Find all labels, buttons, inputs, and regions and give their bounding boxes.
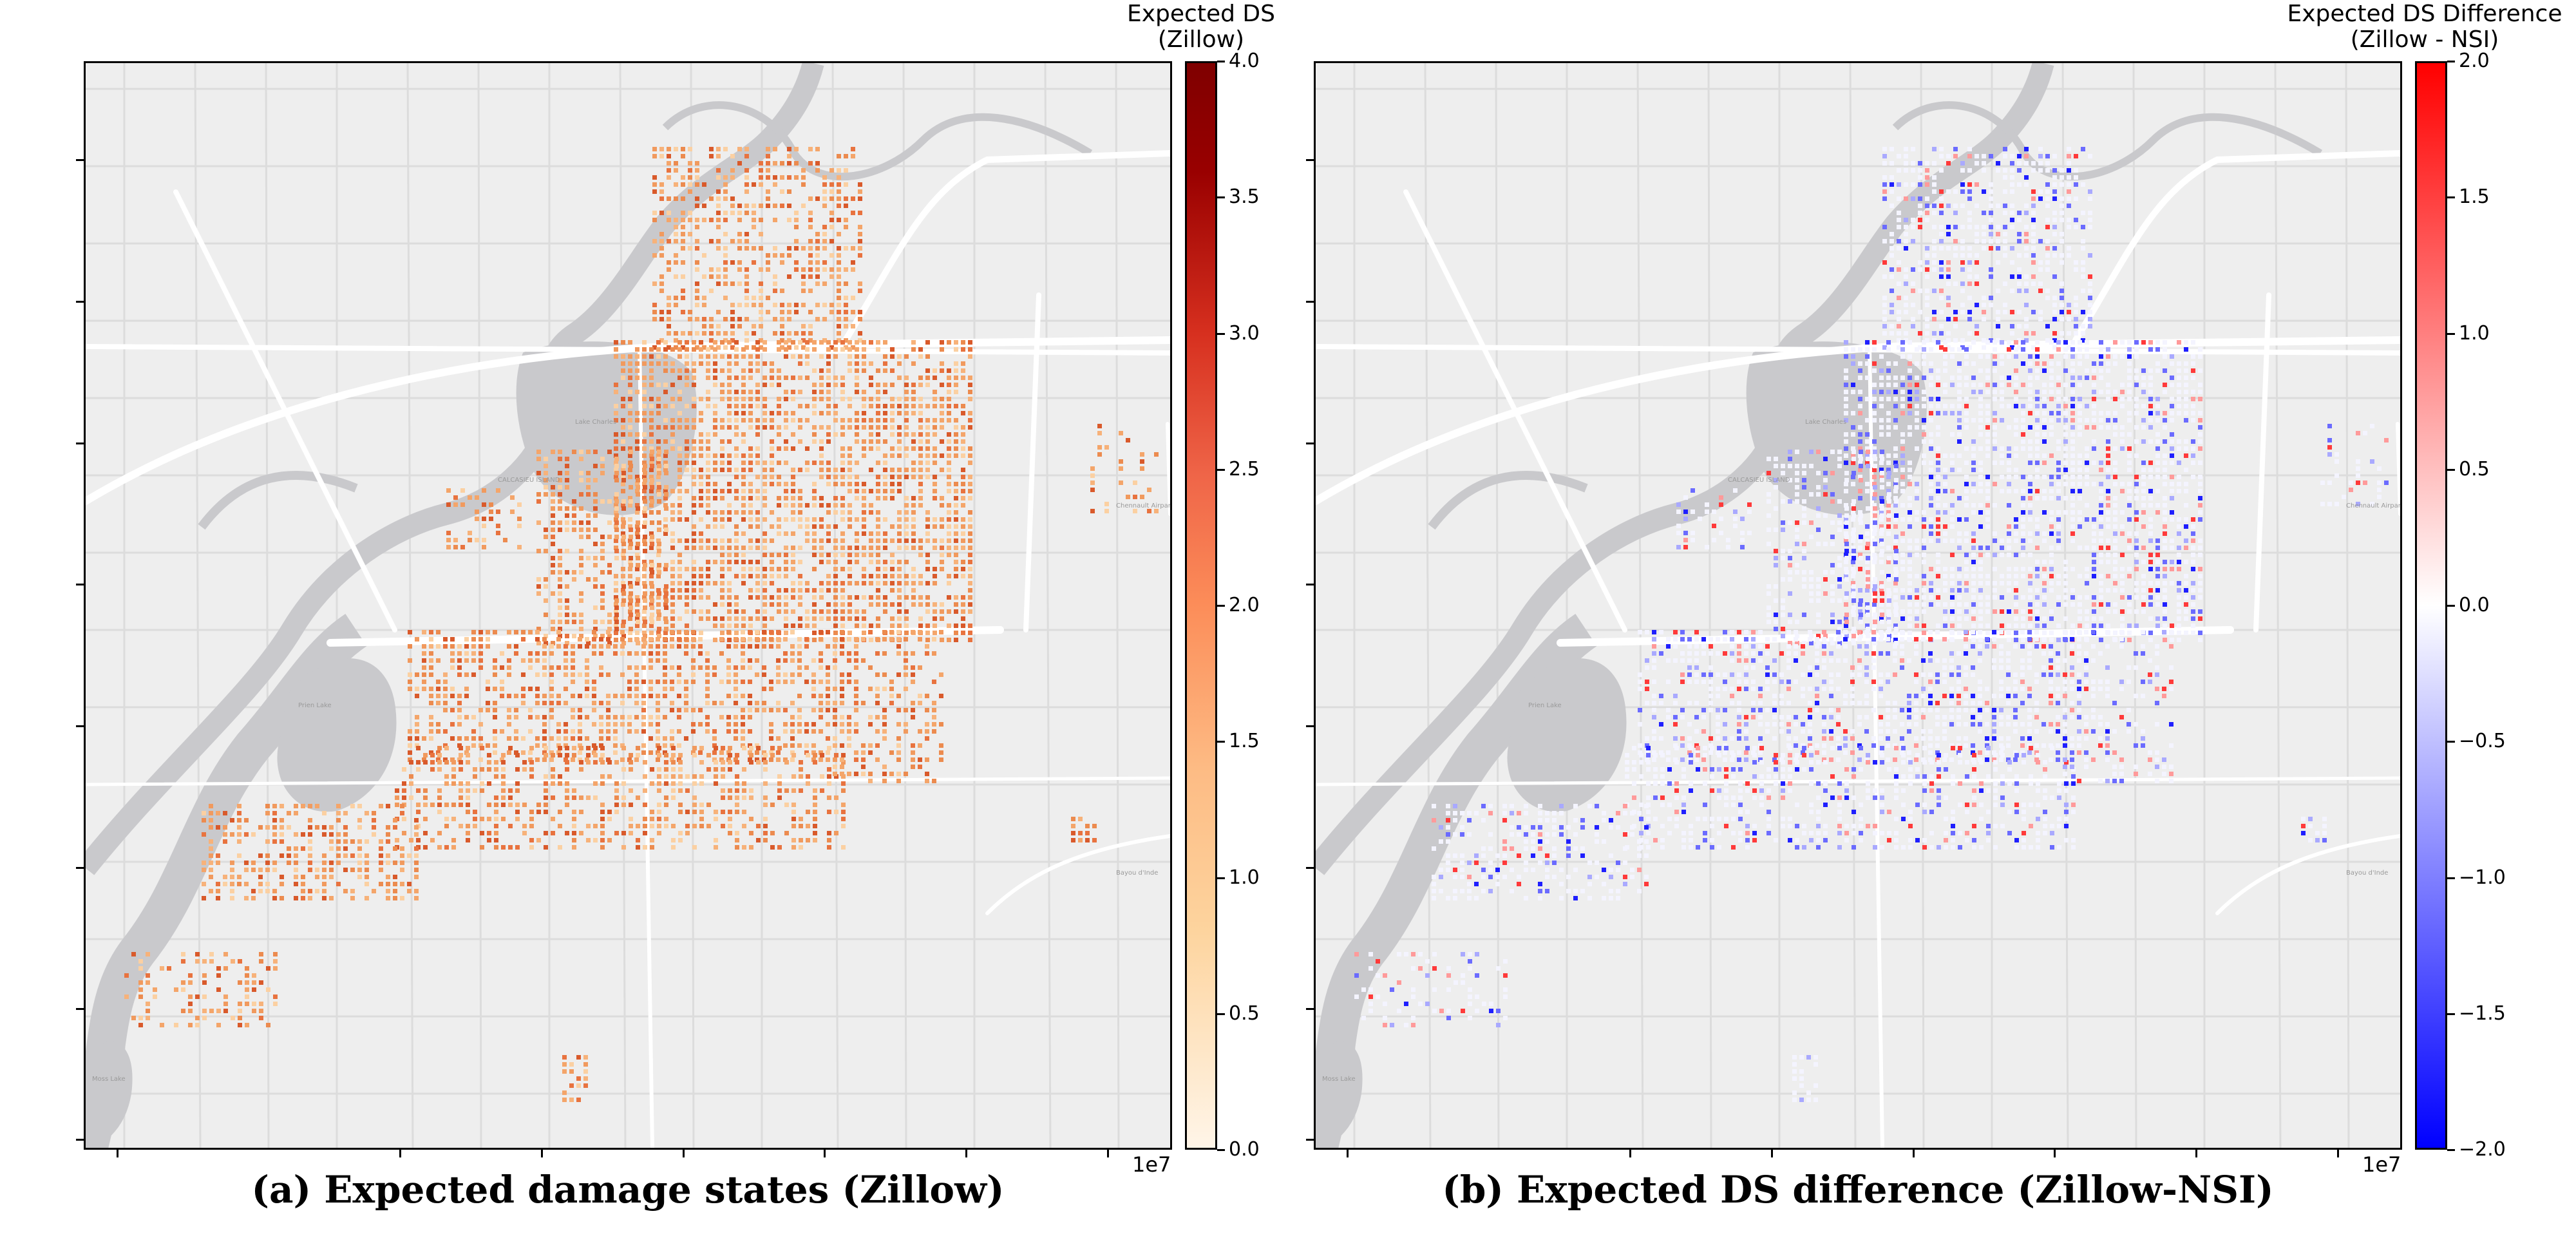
y-axis-tick	[76, 1008, 84, 1011]
colorbar-tick-mark	[1217, 1149, 1225, 1151]
colorbar-tick-label: 1.5	[2459, 186, 2490, 209]
map-panel-a[interactable]: Lake Charles CALCASIEU ISLAND Prien Lake Ch…	[84, 61, 1172, 1150]
colorbar-tick-label: 2.5	[1229, 457, 1260, 481]
colorbar-tick-label: −0.5	[2459, 730, 2506, 753]
y-axis-tick	[76, 442, 84, 444]
y-axis-tick	[1306, 300, 1314, 303]
map-place-label: Moss Lake	[1322, 1076, 1356, 1083]
axis-offset-a: 1e7	[1132, 1152, 1171, 1177]
map-place-label: CALCASIEU ISLAND	[498, 477, 560, 484]
x-axis-tick	[1346, 1150, 1349, 1157]
basemap-a: Lake Charles CALCASIEU ISLAND Prien Lake Ch…	[86, 63, 1170, 1148]
colorbar-a-title: Expected DS (Zillow)	[1095, 1, 1307, 53]
colorbar-tick-mark	[2447, 468, 2455, 471]
colorbar-tick-mark	[2447, 196, 2455, 199]
y-axis-tick	[1306, 159, 1314, 162]
x-axis-tick	[1629, 1150, 1632, 1157]
x-axis-tick	[399, 1150, 402, 1157]
map-place-label: Chennault Airpark	[2346, 502, 2400, 509]
colorbar-tick-mark	[1217, 605, 1225, 607]
map-place-label: Prien Lake	[1528, 702, 1562, 709]
colorbar-tick-label: 1.0	[1229, 866, 1260, 889]
major-roads	[1316, 150, 2400, 1148]
y-axis-tick	[1306, 442, 1314, 444]
caption-b: (b) Expected DS difference (Zillow-NSI)	[1442, 1168, 2274, 1212]
colorbar-tick-label: 3.0	[1229, 321, 1260, 345]
x-axis-tick	[2054, 1150, 2056, 1157]
colorbar-b-title-line1: Expected DS Difference	[2287, 1, 2562, 27]
colorbar-tick-mark	[2447, 877, 2455, 879]
x-axis-tick	[1106, 1150, 1109, 1157]
y-axis-tick	[1306, 1008, 1314, 1011]
map-place-label: Lake Charles	[1805, 419, 1846, 426]
colorbar-tick-label: 0.0	[1229, 1138, 1260, 1161]
colorbar-tick-mark	[2447, 1013, 2455, 1015]
x-axis-tick	[540, 1150, 543, 1157]
colorbar-tick-label: 1.0	[2459, 321, 2490, 345]
colorbar-tick-label: 0.5	[1229, 1002, 1260, 1025]
colorbar-tick-label: −1.5	[2459, 1002, 2506, 1025]
colorbar-a-title-line2: (Zillow)	[1157, 26, 1245, 53]
y-axis-tick	[76, 866, 84, 869]
colorbar-tick-mark	[1217, 61, 1225, 62]
x-axis-tick	[682, 1150, 685, 1157]
colorbar-tick-mark	[2447, 61, 2455, 62]
colorbar-tick-label: 4.0	[1229, 50, 1260, 72]
y-axis-tick	[1306, 725, 1314, 727]
y-axis-tick	[76, 159, 84, 162]
map-panel-b[interactable]: Lake Charles CALCASIEU ISLAND Prien Lake Ch…	[1314, 61, 2402, 1150]
map-place-label: Bayou d'Inde	[2346, 870, 2388, 877]
colorbar-tick-label: 0.5	[2459, 457, 2490, 481]
map-place-label: Prien Lake	[298, 702, 332, 709]
colorbar-tick-label: 1.5	[1229, 730, 1260, 753]
colorbar-tick-label: 0.0	[2459, 594, 2490, 616]
damage-state-parcels	[124, 147, 1159, 1102]
colorbar-tick-label: −1.0	[2459, 866, 2506, 889]
colorbar-b	[2415, 61, 2447, 1150]
y-axis-tick	[1306, 1139, 1314, 1141]
y-axis-tick	[76, 725, 84, 727]
map-place-label: CALCASIEU ISLAND	[1728, 477, 1790, 484]
colorbar-b-title: Expected DS Difference (Zillow - NSI)	[2280, 1, 2570, 53]
colorbar-a-title-line1: Expected DS	[1127, 1, 1275, 27]
map-place-label: Chennault Airpark	[1116, 502, 1170, 509]
colorbar-tick-mark	[2447, 332, 2455, 335]
x-axis-tick	[965, 1150, 967, 1157]
colorbar-tick-mark	[1217, 468, 1225, 471]
y-axis-tick	[1306, 866, 1314, 869]
colorbar-tick-label: 3.5	[1229, 186, 1260, 209]
map-place-label: Moss Lake	[92, 1076, 126, 1083]
map-place-labels: Lake Charles CALCASIEU ISLAND Prien Lake Ch…	[1322, 419, 2400, 1083]
colorbar-tick-mark	[1217, 741, 1225, 743]
colorbar-tick-mark	[2447, 741, 2455, 743]
x-axis-tick	[116, 1150, 118, 1157]
colorbar-tick-label: −2.0	[2459, 1138, 2506, 1161]
colorbar-tick-mark	[1217, 1013, 1225, 1015]
caption-a: (a) Expected damage states (Zillow)	[251, 1168, 1005, 1212]
colorbar-b-title-line2: (Zillow - NSI)	[2350, 26, 2499, 53]
x-axis-tick	[1912, 1150, 1915, 1157]
map-place-label: Bayou d'Inde	[1116, 870, 1158, 877]
x-axis-tick	[2195, 1150, 2197, 1157]
colorbar-tick-mark	[1217, 332, 1225, 335]
colorbar-tick-mark	[1217, 196, 1225, 199]
colorbar-tick-mark	[1217, 877, 1225, 879]
colorbar-a	[1185, 61, 1217, 1150]
basemap-b: Lake Charles CALCASIEU ISLAND Prien Lake Ch…	[1316, 63, 2400, 1148]
x-axis-tick	[2336, 1150, 2339, 1157]
map-place-labels: Lake Charles CALCASIEU ISLAND Prien Lake Ch…	[92, 419, 1170, 1083]
colorbar-tick-label: 2.0	[1229, 594, 1260, 616]
colorbar-tick-label: 2.0	[2459, 50, 2490, 72]
map-place-label: Lake Charles	[575, 419, 616, 426]
y-axis-tick	[1306, 584, 1314, 586]
colorbar-tick-mark	[2447, 605, 2455, 607]
y-axis-tick	[76, 1139, 84, 1141]
axis-offset-b: 1e7	[2362, 1152, 2401, 1177]
x-axis-tick	[1770, 1150, 1773, 1157]
y-axis-tick	[76, 300, 84, 303]
x-axis-tick	[824, 1150, 826, 1157]
y-axis-tick	[76, 584, 84, 586]
colorbar-tick-mark	[2447, 1149, 2455, 1151]
damage-difference-parcels	[1354, 147, 2389, 1102]
